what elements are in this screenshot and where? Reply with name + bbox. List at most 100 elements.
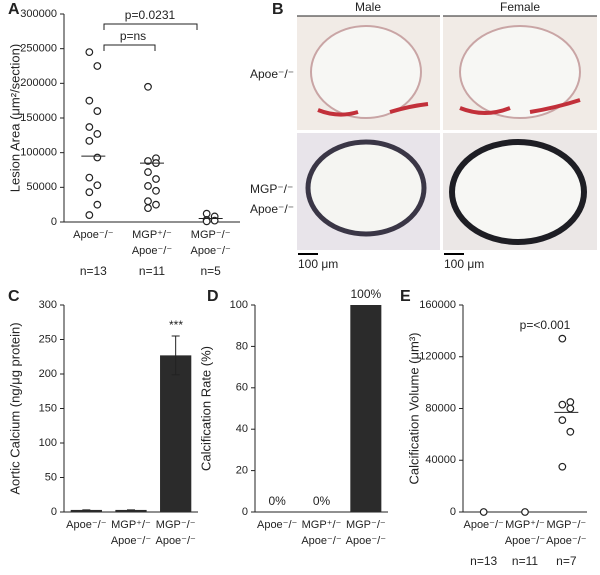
point [152, 200, 160, 209]
y-tick-label: 100 [230, 299, 248, 311]
point [479, 508, 488, 516]
point [202, 217, 211, 226]
point [152, 175, 160, 183]
column-label: Female [500, 0, 540, 14]
x-tick-label: Apoe⁻/⁻ [73, 229, 114, 241]
y-tick-label: 300 [39, 299, 57, 311]
x-tick-label: Apoe⁻/⁻ [463, 519, 504, 531]
point [144, 204, 152, 213]
panel-letter: E [400, 288, 411, 305]
lesion [459, 98, 581, 115]
vessel [449, 139, 587, 245]
histology-images: Male Female Apoe⁻/⁻ MGP⁻/⁻ Apoe⁻/⁻ 100 μ… [250, 0, 597, 271]
x-tick-label: Apoe⁻/⁻ [66, 519, 107, 531]
y-axis-title: Aortic Calcium (ng/μg protein) [7, 322, 22, 494]
x-tick-label: MGP⁻/⁻ [156, 519, 196, 531]
point [558, 334, 567, 343]
y-tick-label: 150 [39, 402, 57, 414]
y-tick-label: 80 [236, 340, 248, 352]
point [93, 153, 102, 162]
point [93, 107, 102, 115]
point [85, 211, 94, 219]
bar [160, 355, 192, 512]
point [144, 82, 152, 91]
x-tick-label: MGP⁺/⁻ [505, 519, 545, 531]
point [202, 209, 211, 218]
point [521, 508, 529, 516]
x-tick-label: Apoe⁻/⁻ [505, 535, 546, 547]
y-tick-label: 0 [450, 506, 456, 518]
y-tick-label: 250 [39, 333, 57, 345]
point [85, 96, 94, 105]
column-label: Male [355, 0, 381, 14]
point [93, 200, 102, 209]
point [93, 130, 102, 138]
annotation: p=0.0231 [125, 8, 176, 22]
y-tick-label: 50000 [26, 181, 57, 193]
n-label: n=5 [200, 264, 221, 278]
point [85, 48, 94, 57]
error-bar [171, 335, 180, 376]
x-tick-label: MGP⁺/⁻ [302, 519, 342, 531]
point [85, 188, 94, 197]
y-tick-label: 20 [236, 465, 248, 477]
y-tick-label: 120000 [419, 351, 456, 363]
value-label: 100% [350, 287, 381, 301]
y-tick-label: 300000 [20, 8, 57, 20]
x-tick-label: Apoe⁻/⁻ [257, 519, 298, 531]
annotation: p=<0.001 [520, 318, 571, 332]
point [85, 123, 94, 131]
annotation: p=ns [120, 29, 146, 43]
row-label: Apoe⁻/⁻ [250, 67, 294, 81]
bracket [103, 23, 198, 30]
annotation: *** [169, 318, 183, 332]
x-tick-label: Apoe⁻/⁻ [111, 535, 152, 547]
lesion [317, 102, 429, 117]
y-tick-label: 150000 [20, 112, 57, 124]
vessel [305, 139, 427, 237]
x-tick-label: Apoe⁻/⁻ [301, 535, 342, 547]
row-label: Apoe⁻/⁻ [250, 202, 294, 216]
row-label: MGP⁻/⁻ [250, 182, 293, 196]
y-tick-label: 100000 [20, 147, 57, 159]
point [152, 186, 160, 195]
n-label: n=13 [80, 264, 107, 278]
x-tick-label: Apoe⁻/⁻ [155, 535, 196, 547]
y-tick-label: 80000 [425, 402, 456, 414]
scale-label: 100 μm [444, 257, 484, 271]
y-tick-label: 160000 [419, 299, 456, 311]
point [566, 404, 575, 413]
point [144, 197, 152, 206]
panel-letter: C [8, 288, 20, 305]
bracket [103, 44, 156, 51]
n-label: n=13 [470, 554, 497, 568]
y-tick-label: 200 [39, 368, 57, 380]
y-tick-label: 40 [236, 423, 248, 435]
vessel [310, 25, 422, 119]
y-tick-label: 0 [51, 506, 57, 518]
y-axis-title: Calcification Rate (%) [198, 346, 213, 471]
x-tick-label: MGP⁻/⁻ [191, 229, 231, 241]
point [558, 462, 567, 471]
point [93, 181, 102, 190]
n-label: n=7 [556, 554, 577, 568]
y-tick-label: 250000 [20, 43, 57, 55]
point [85, 136, 94, 145]
point [93, 62, 102, 70]
x-tick-label: Apoe⁻/⁻ [132, 245, 173, 257]
value-label: 0% [313, 494, 331, 508]
panel-letter: D [207, 288, 219, 305]
point [566, 427, 575, 436]
x-tick-label: MGP⁺/⁻ [132, 229, 172, 241]
y-axis-title: Lesion Area (μm²/section) [7, 44, 22, 192]
panel-letter: A [8, 1, 20, 18]
x-tick-label: Apoe⁻/⁻ [546, 535, 587, 547]
value-label: 0% [268, 494, 286, 508]
y-tick-label: 50 [45, 471, 57, 483]
y-tick-label: 0 [51, 216, 57, 228]
bar [350, 305, 382, 512]
y-tick-label: 60 [236, 382, 248, 394]
bar [70, 509, 102, 512]
point [566, 398, 575, 406]
